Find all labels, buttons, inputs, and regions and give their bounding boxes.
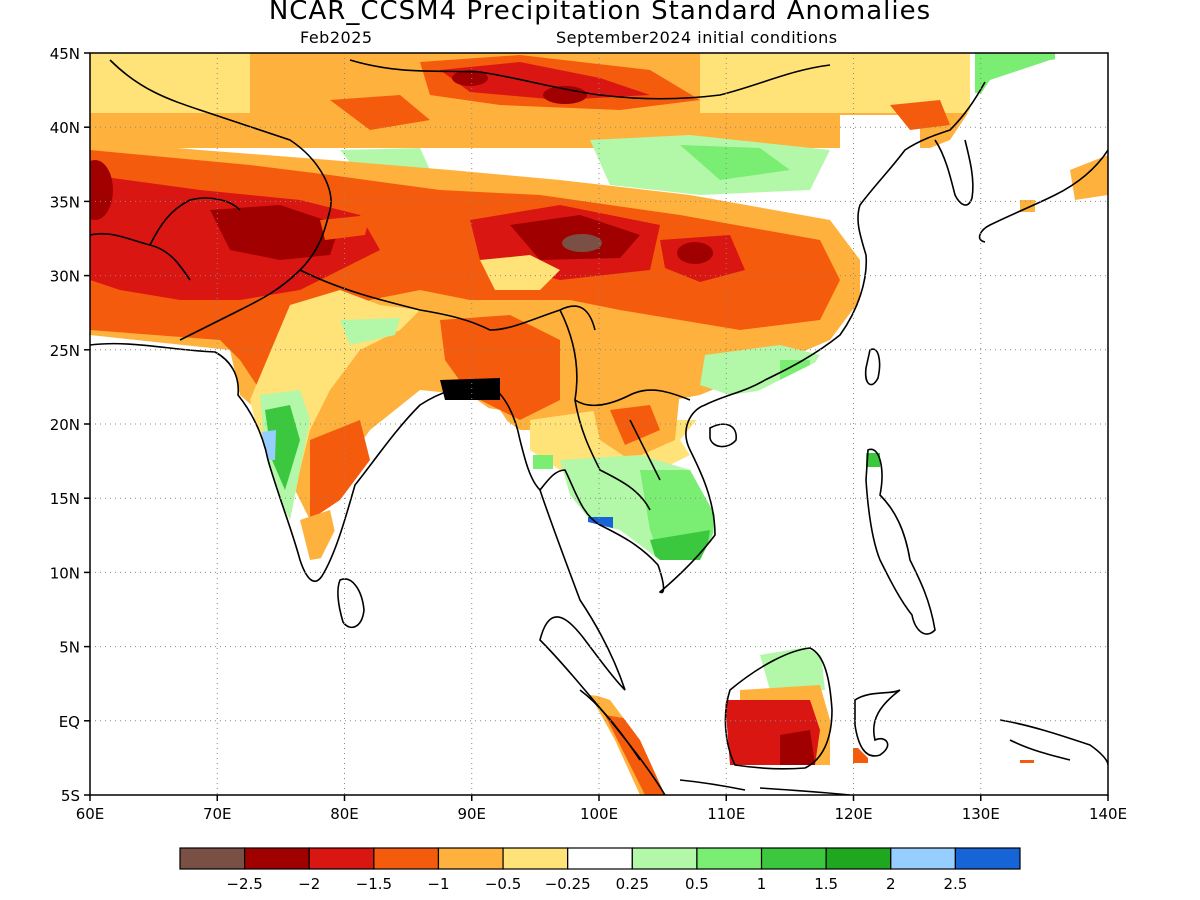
anomaly-region [210, 205, 340, 260]
coastline-borneo [724, 647, 833, 770]
colorbar-swatch [437, 847, 504, 870]
gridlines [90, 53, 1108, 795]
y-tick-label: 10N [50, 564, 80, 582]
x-tick-label: 140E [1089, 805, 1127, 823]
border-west-asia [90, 197, 241, 281]
coastline-newguinea [999, 719, 1108, 766]
initial-conditions: September2024 initial conditions [556, 28, 838, 47]
colorbar-swatch [696, 847, 763, 870]
ocean-mask [90, 53, 1108, 795]
y-tick-label: 35N [50, 193, 80, 211]
anomaly-region [480, 255, 560, 290]
anomaly-region [440, 378, 500, 400]
y-tick-label: 30N [50, 268, 80, 286]
anomaly-region [452, 70, 488, 86]
colorbar-swatch [954, 847, 1021, 870]
coastline-philippines [865, 448, 936, 635]
colorbar-label: 1.5 [814, 875, 838, 893]
anomaly-region [890, 100, 950, 130]
x-tick-label: 70E [203, 805, 232, 823]
colorbar-label: −0.25 [545, 875, 591, 893]
colorbar-swatch [825, 847, 892, 870]
coastline-srilanka [337, 578, 365, 629]
y-tick-label: 45N [50, 45, 80, 63]
anomaly-region [90, 53, 250, 113]
colorbar-swatch [308, 847, 375, 870]
colorbar-swatch [502, 847, 569, 870]
anomaly-region [562, 234, 602, 252]
y-axis-ticks: 5S EQ 5N 10N 15N 20N 25N 30N 35N 40N 45N [50, 45, 90, 805]
coastline-korea [934, 139, 974, 206]
y-tick-label: 40N [50, 119, 80, 137]
coastline-taiwan [864, 348, 881, 386]
y-tick-label: 5N [59, 639, 80, 657]
colorbar-swatch [567, 847, 633, 870]
anomaly-region [310, 420, 370, 520]
x-tick-label: 120E [834, 805, 872, 823]
colorbar-label: −1 [427, 875, 449, 893]
anomaly-region [440, 62, 650, 100]
colorbar-label: 0.25 [616, 875, 649, 893]
anomaly-region [90, 160, 113, 220]
anomaly-region [760, 645, 825, 690]
colorbar-swatch [890, 847, 956, 870]
anomaly-field [90, 53, 1108, 795]
colorbar-label: 2.5 [943, 875, 967, 893]
y-tick-label: 5S [61, 787, 80, 805]
y-tick-label: 15N [50, 490, 80, 508]
colorbar-swatch [760, 847, 827, 870]
colorbar-label: 1 [757, 875, 767, 893]
anomaly-region [1070, 155, 1108, 200]
x-tick-label: 100E [580, 805, 618, 823]
colorbar-label: −2.5 [226, 875, 262, 893]
x-tick-label: 80E [330, 805, 359, 823]
colorbar-label: −2 [298, 875, 320, 893]
anomaly-region [533, 455, 553, 469]
x-axis-ticks: 60E 70E 80E 90E 100E 110E 120E 130E 140E [76, 795, 1127, 823]
y-tick-label: EQ [59, 713, 80, 731]
coastline-sulawesi [854, 689, 901, 757]
y-tick-label: 25N [50, 342, 80, 360]
coastlines-and-borders [90, 59, 1108, 795]
colorbar: −2.5 −2 −1.5 −1 −0.5 −0.25 0.25 0.5 1 1.5 2 2.5 [179, 847, 1021, 893]
colorbar-swatch [373, 847, 440, 870]
colorbar-label: −0.5 [485, 875, 521, 893]
anomaly-region [680, 145, 790, 180]
colorbar-label: −1.5 [356, 875, 392, 893]
anomaly-region [330, 95, 430, 130]
anomaly-region [605, 715, 665, 795]
anomaly-region [866, 453, 880, 467]
anomaly-region [265, 405, 300, 490]
anomaly-region [340, 318, 400, 345]
anomaly-region [610, 405, 660, 445]
x-tick-label: 110E [707, 805, 745, 823]
anomaly-region [780, 730, 815, 765]
anomaly-region [320, 215, 370, 240]
colorbar-swatch [179, 847, 246, 870]
colorbar-label: 2 [886, 875, 896, 893]
x-tick-label: 130E [962, 805, 1000, 823]
x-tick-label: 90E [457, 805, 486, 823]
border-central-asia [109, 59, 596, 341]
x-tick-label: 60E [76, 805, 105, 823]
colorbar-label: 0.5 [685, 875, 709, 893]
y-tick-label: 20N [50, 416, 80, 434]
anomaly-region [677, 242, 713, 264]
chart-title: NCAR_CCSM4 Precipitation Standard Anomal… [268, 0, 932, 26]
colorbar-swatch [244, 847, 310, 870]
border-china-mongolia [349, 59, 831, 100]
coastline-hainan [709, 423, 737, 448]
forecast-month: Feb2025 [300, 28, 373, 47]
coastline-arabia-india [90, 81, 986, 594]
coastline-sumatra-java [579, 689, 851, 795]
colorbar-swatch [631, 847, 698, 870]
